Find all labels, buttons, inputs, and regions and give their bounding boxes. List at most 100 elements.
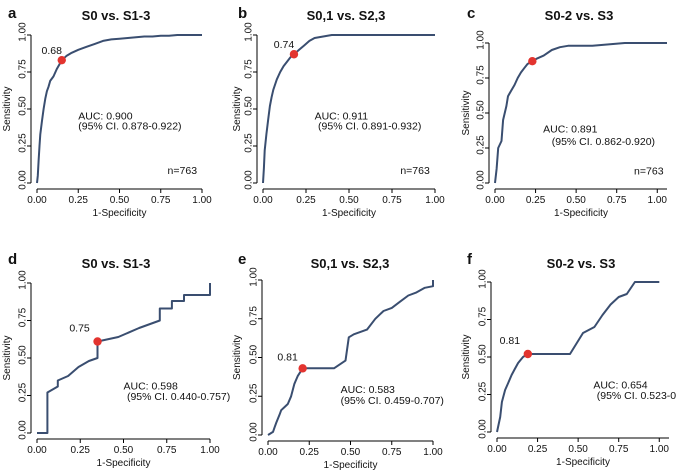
- chart-title: S0 vs. S1-3: [82, 256, 151, 271]
- y-tick-label: 0.00: [18, 170, 29, 190]
- auc-label: AUC: 0.583: [341, 384, 395, 396]
- x-tick-label: 0.75: [609, 444, 629, 455]
- x-tick-label: 1.00: [425, 195, 445, 206]
- x-tick-label: 0.00: [253, 195, 273, 206]
- y-tick-label: 0.25: [244, 133, 255, 153]
- x-axis-label: 1-Specificity: [97, 458, 151, 469]
- y-tick-label: 0.00: [249, 422, 260, 442]
- chart-title: S0,1 vs. S2,3: [311, 256, 390, 271]
- y-tick-label: 0.75: [476, 65, 487, 85]
- cutoff-point: [298, 364, 307, 373]
- y-tick-label: 0.50: [478, 344, 489, 364]
- y-tick-label: 0.50: [244, 96, 255, 116]
- cutoff-point: [93, 337, 102, 346]
- chart-title: S0,1 vs. S2,3: [307, 8, 386, 23]
- cutoff-point: [523, 349, 533, 359]
- cutoff-label: 0.75: [69, 323, 90, 335]
- x-axis-label: 1-Specificity: [556, 457, 610, 468]
- cutoff-point: [289, 50, 299, 59]
- panel-f: f S0-2 vs. S3 0.00 0.25 0.50 0.75 1.00 0.00 0.25…: [461, 251, 676, 468]
- x-tick-label: 0.50: [568, 444, 588, 455]
- x-tick-label: 0.00: [27, 195, 47, 206]
- x-tick-label: 1.00: [650, 444, 670, 455]
- x-tick-label: 0.50: [110, 195, 130, 206]
- auc-label: AUC: 0.598: [124, 381, 178, 393]
- x-tick-label: 0.50: [566, 195, 586, 206]
- n-label: n=763: [634, 166, 664, 178]
- y-tick-label: 0.75: [249, 306, 260, 326]
- panel-letter: a: [8, 5, 17, 22]
- auc-label: AUC: 0.654: [593, 380, 647, 392]
- y-axis-label: Sensitivity: [232, 335, 243, 380]
- ci-label: (95% CI. 0.878-0.922): [78, 121, 181, 133]
- x-tick-label: 1.00: [200, 445, 220, 456]
- x-tick-label: 0.50: [339, 195, 359, 206]
- x-tick-label: 0.50: [341, 447, 361, 458]
- y-tick-label: 0.25: [476, 135, 487, 155]
- panel-letter: e: [238, 251, 246, 268]
- x-tick-label: 1.00: [648, 195, 668, 206]
- y-tick-label: 0.75: [18, 307, 29, 327]
- roc-curve: [496, 281, 660, 433]
- ci-label: (95% CI. 0.891-0.932): [318, 121, 421, 133]
- panel-e: e S0,1 vs. S2,3 0.00 0.25 0.50 0.75 1.00 0.00 0.…: [232, 251, 444, 471]
- x-tick-label: 0.00: [485, 195, 505, 206]
- auc-label: AUC: 0.900: [78, 110, 132, 122]
- ci-label: (95% CI. 0.459-0.707): [341, 395, 444, 407]
- x-tick-label: 0.75: [382, 447, 402, 458]
- y-tick-label: 0.75: [244, 59, 255, 79]
- roc-curve: [262, 34, 435, 184]
- x-tick-label: 0.75: [157, 445, 177, 456]
- x-tick-label: 0.75: [382, 195, 402, 206]
- chart-title: S0-2 vs. S3: [545, 8, 614, 23]
- y-tick-label: 0.50: [18, 96, 29, 116]
- y-axis-label: Sensitivity: [461, 334, 472, 379]
- y-tick-label: 1.00: [476, 30, 487, 50]
- roc-curve: [37, 283, 211, 434]
- n-label: n=763: [168, 165, 198, 177]
- y-tick-label: 1.00: [478, 269, 489, 289]
- x-tick-label: 0.25: [528, 444, 548, 455]
- x-axis-label: 1-Specificity: [322, 208, 376, 219]
- roc-curve: [36, 34, 202, 184]
- y-tick-label: 0.00: [478, 419, 489, 439]
- x-tick-label: 0.25: [526, 195, 546, 206]
- x-tick-label: 1.00: [192, 195, 212, 206]
- x-tick-label: 0.00: [27, 445, 47, 456]
- y-tick-label: 0.00: [18, 420, 29, 440]
- panel-letter: f: [467, 251, 473, 268]
- y-tick-label: 0.25: [18, 382, 29, 402]
- y-axis-label: Sensitivity: [2, 335, 13, 380]
- x-tick-label: 0.00: [258, 447, 278, 458]
- cutoff-label: 0.81: [500, 335, 521, 347]
- x-tick-label: 0.00: [487, 444, 507, 455]
- y-tick-label: 0.75: [18, 59, 29, 79]
- y-tick-label: 1.00: [244, 22, 255, 42]
- panel-letter: c: [467, 5, 475, 22]
- panel-letter: b: [238, 5, 247, 22]
- chart-title: S0-2 vs. S3: [547, 256, 616, 271]
- cutoff-point: [528, 57, 537, 66]
- x-tick-label: 0.25: [69, 195, 89, 206]
- ci-label: (95% CI. 0.523-0.785): [597, 390, 676, 402]
- x-axis-label: 1-Specificity: [554, 208, 608, 219]
- auc-label: AUC: 0.891: [543, 124, 597, 136]
- y-axis-label: Sensitivity: [2, 86, 13, 131]
- y-axis-label: Sensitivity: [232, 86, 243, 131]
- panel-a: a S0 vs. S1-3 0.00 0.25 0.50 0.75 1.00 0.00 0.25…: [2, 5, 212, 219]
- cutoff-label: 0.74: [274, 39, 295, 51]
- x-tick-label: 1.00: [423, 447, 443, 458]
- roc-curve: [267, 280, 434, 436]
- x-axis-label: 1-Specificity: [324, 460, 378, 471]
- y-tick-label: 1.00: [18, 22, 29, 42]
- y-tick-label: 0.75: [478, 306, 489, 326]
- n-label: n=763: [400, 165, 430, 177]
- x-tick-label: 0.75: [607, 195, 627, 206]
- panel-d: d S0 vs. S1-3 0.00 0.25 0.50 0.75 1.00 0.00 0.25…: [2, 251, 230, 469]
- x-tick-label: 0.25: [296, 195, 316, 206]
- cutoff-point: [57, 55, 66, 65]
- y-tick-label: 1.00: [18, 270, 29, 290]
- panel-b: b S0,1 vs. S2,3 0.00 0.25 0.50 0.75 1.00 0.00 0.…: [232, 5, 445, 219]
- y-tick-label: 0.50: [18, 345, 29, 365]
